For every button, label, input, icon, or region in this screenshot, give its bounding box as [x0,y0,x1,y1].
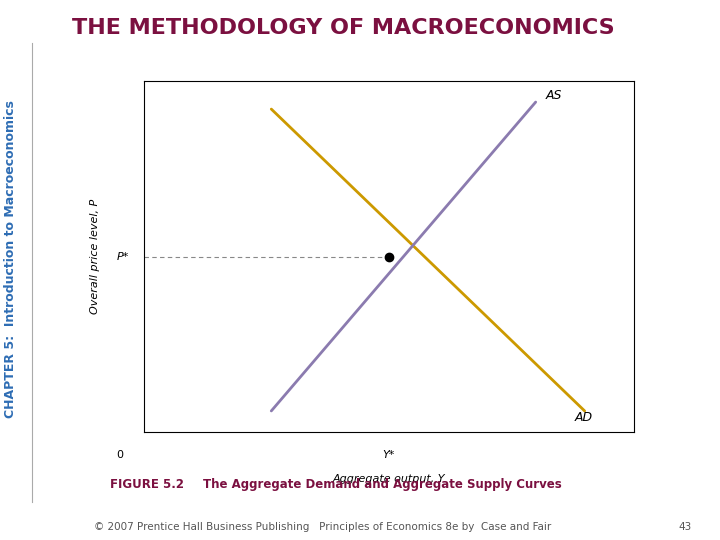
Text: 43: 43 [678,522,691,531]
Text: 0: 0 [116,449,123,460]
Text: THE METHODOLOGY OF MACROECONOMICS: THE METHODOLOGY OF MACROECONOMICS [72,18,615,38]
Text: CHAPTER 5:  Introduction to Macroeconomics: CHAPTER 5: Introduction to Macroeconomic… [4,100,17,418]
Text: Aggregate output, Y: Aggregate output, Y [333,474,445,484]
Text: Overall price level, P: Overall price level, P [90,199,100,314]
Text: Y*: Y* [382,449,395,460]
Text: The Aggregate Demand and Aggregate Supply Curves: The Aggregate Demand and Aggregate Suppl… [203,478,562,491]
Text: AS: AS [546,89,562,102]
Text: © 2007 Prentice Hall Business Publishing   Principles of Economics 8e by  Case a: © 2007 Prentice Hall Business Publishing… [94,522,551,531]
Text: AD: AD [575,411,593,424]
Text: FIGURE 5.2: FIGURE 5.2 [110,478,184,491]
Text: P*: P* [117,252,130,261]
